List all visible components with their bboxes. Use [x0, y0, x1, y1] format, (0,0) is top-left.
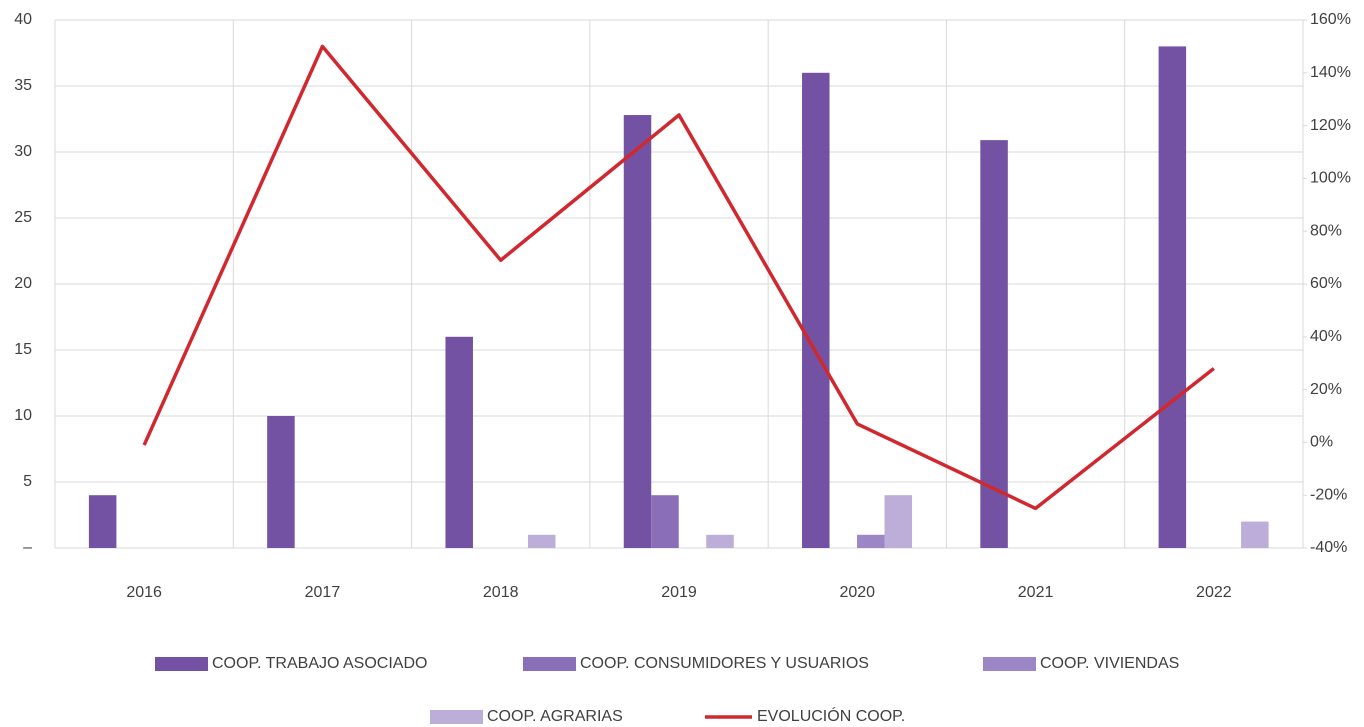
x-tick-label: 2016	[126, 584, 162, 601]
legend-label: COOP. CONSUMIDORES Y USUARIOS	[580, 655, 869, 672]
bar	[980, 140, 1008, 548]
y2-tick-label: 40%	[1310, 328, 1342, 345]
y-tick-label: 35	[14, 77, 32, 94]
legend-swatch	[523, 657, 576, 671]
x-tick-label: 2018	[483, 584, 519, 601]
y2-tick-label: 80%	[1310, 222, 1342, 239]
legend-swatch	[430, 710, 483, 724]
y-tick-label: 20	[14, 275, 32, 292]
y-tick-label: –	[23, 539, 32, 556]
y-tick-label: 40	[14, 11, 32, 28]
y2-tick-label: -40%	[1310, 539, 1347, 556]
y-tick-label: 30	[14, 143, 32, 160]
bar	[706, 534, 734, 548]
bar	[884, 495, 913, 548]
legend-label: EVOLUCIÓN COOP.	[757, 706, 905, 725]
bar	[802, 72, 830, 549]
y2-tick-label: 20%	[1310, 381, 1342, 398]
x-tick-label: 2022	[1196, 584, 1232, 601]
legend-swatch	[155, 657, 208, 671]
y2-tick-label: 140%	[1310, 64, 1351, 81]
y-tick-label: 15	[14, 341, 32, 358]
bar	[1241, 521, 1269, 548]
y2-tick-label: 100%	[1310, 170, 1351, 187]
bar	[267, 416, 295, 548]
y2-tick-label: -20%	[1310, 486, 1347, 503]
legend-swatch	[983, 657, 1036, 671]
bar	[857, 534, 885, 548]
bar	[651, 495, 679, 548]
x-tick-label: 2019	[661, 584, 697, 601]
x-tick-label: 2017	[305, 584, 341, 601]
legend-label: COOP. VIVIENDAS	[1040, 655, 1179, 672]
legend-label: COOP. TRABAJO ASOCIADO	[212, 655, 427, 672]
x-tick-label: 2020	[839, 584, 875, 601]
line-series	[142, 44, 1215, 511]
bar	[88, 495, 117, 548]
y-tick-label: 25	[14, 209, 32, 226]
bar	[527, 534, 556, 548]
y2-tick-label: 60%	[1310, 275, 1342, 292]
y2-tick-label: 0%	[1310, 434, 1333, 451]
y-tick-label: 10	[14, 407, 32, 424]
x-tick-label: 2021	[1018, 584, 1054, 601]
legend-label: COOP. AGRARIAS	[487, 708, 623, 725]
y2-tick-label: 120%	[1310, 117, 1351, 134]
bar	[623, 115, 652, 548]
y-tick-label: 5	[23, 473, 32, 490]
y2-tick-label: 160%	[1310, 11, 1351, 28]
bar	[1158, 46, 1187, 549]
bar	[445, 336, 473, 548]
